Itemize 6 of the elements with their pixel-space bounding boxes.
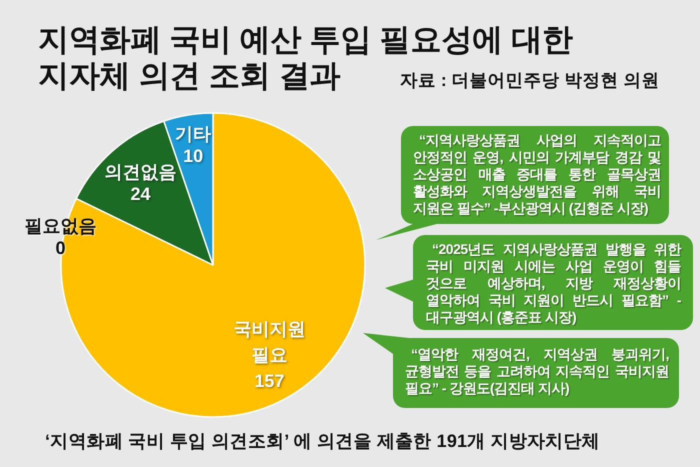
chart-title: 지역화폐 국비 예산 투입 필요성에 대한 (38, 22, 573, 58)
text: 자료 : 더불어민주당 박정현 의원 (400, 69, 660, 91)
chart-title: 지자체 의견 조회 결과 (38, 58, 340, 94)
text: “열악한 재정여건, 지역상권 붕괴위기, 균형발전 등을 고려하여 지속적인 국비지원 필요” - 강원도(김진태 지사) (393, 338, 679, 408)
text: ‘지역화폐 국비 투입 의견조회’ 에 의견을 제출한 191개 지방자치단체 (45, 430, 600, 452)
text: “지역사랑상품권 사업의 지속적이고 안정적인 운영, 시민의 가계부담 경감 및 소상공인 매출 증대를 통한 골목상권 활성화와 지역상생발전을 위해 국비 지원은 필수” -부산광역시 (김형준 시장) (401, 126, 669, 224)
